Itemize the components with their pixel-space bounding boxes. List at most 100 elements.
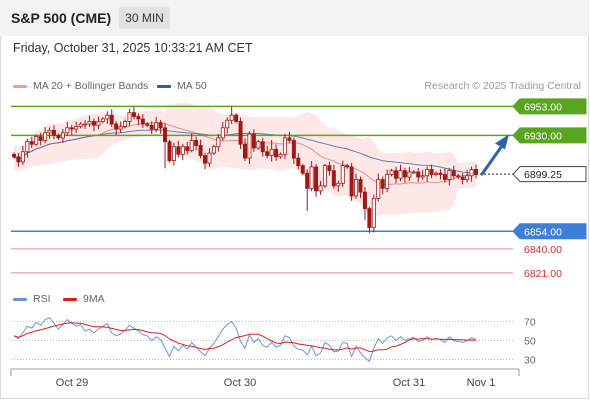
candle-body <box>411 171 416 174</box>
candle-body <box>442 174 447 180</box>
timeframe-badge[interactable]: 30 MIN <box>119 7 170 29</box>
candle-body <box>394 170 399 179</box>
candle-body <box>242 143 247 159</box>
candle-body <box>371 198 376 228</box>
candle-body <box>225 119 230 129</box>
candle-body <box>131 112 136 117</box>
candle-body <box>38 136 43 141</box>
candle-body <box>185 146 190 151</box>
candle-body <box>318 185 323 192</box>
resistance-2-label: 6953.00 <box>524 101 562 113</box>
candle-body <box>376 179 381 199</box>
candle-body <box>389 170 394 175</box>
candle-body <box>402 170 407 178</box>
candle-body <box>123 121 128 127</box>
candle-body <box>140 118 145 125</box>
candle-body <box>16 156 21 163</box>
candle-body <box>34 136 39 145</box>
candle-body <box>416 171 421 178</box>
candle-body <box>60 132 65 139</box>
candle-body <box>163 127 168 143</box>
level-lines-layer: 6953.00 6930.00 6899.25 6854.00 6840.00 6821.… <box>11 98 587 280</box>
candle-body <box>345 165 350 168</box>
candle-body <box>145 123 150 126</box>
candle-body <box>83 123 88 126</box>
candle-body <box>220 127 225 139</box>
candle-body <box>291 140 296 159</box>
rsi-line <box>13 317 477 363</box>
x-tick-label: Nov 1 <box>467 377 496 389</box>
candle-body <box>25 141 30 153</box>
support-2-label: 6840.00 <box>524 244 562 256</box>
candle-body <box>234 114 239 122</box>
candle-body <box>278 153 283 158</box>
candle-body <box>425 169 430 177</box>
candle-body <box>171 146 176 162</box>
candle-body <box>96 121 101 126</box>
candle-body <box>385 174 390 189</box>
candle-body <box>158 122 163 129</box>
support-1-tag <box>512 223 587 240</box>
projection-arrow-head-icon <box>495 134 509 150</box>
candle-body <box>238 121 243 145</box>
current-price-tag <box>512 166 587 183</box>
resistance-1-label: 6930.00 <box>524 130 562 142</box>
candle-body <box>109 114 114 125</box>
candle-body <box>207 152 212 164</box>
page-title: S&P 500 (CME) <box>11 10 112 26</box>
datetime-label: Friday, October 31, 2025 10:33:21 AM CET <box>13 41 253 55</box>
candle-body <box>274 148 279 158</box>
candle-body <box>47 129 52 134</box>
x-tick-label: Oct 30 <box>224 377 256 389</box>
rsi-swatch-icon <box>13 297 27 301</box>
candle-body <box>349 166 354 197</box>
candle-body <box>154 122 159 130</box>
rsi-ma-line <box>13 322 477 353</box>
legend-rsi: RSI <box>13 293 51 305</box>
candle-body <box>460 176 465 180</box>
legend-ma20-label: MA 20 + Bollinger Bands <box>33 80 149 92</box>
candle-body <box>167 141 172 162</box>
candle-body <box>203 155 208 164</box>
candle-body <box>407 171 412 178</box>
candle-body <box>251 133 256 149</box>
candle-body <box>180 146 185 155</box>
candle-body <box>282 137 287 155</box>
candle-body <box>327 165 332 172</box>
resistance-2-tag <box>512 98 587 115</box>
rsi-panel: 70 50 30 <box>11 317 536 367</box>
candle-body <box>367 208 372 228</box>
candle-body <box>340 165 345 184</box>
candle-body <box>189 140 194 151</box>
legend-ma50-label: MA 50 <box>177 80 207 92</box>
research-credit: Research © 2025 Trading Central <box>424 80 581 92</box>
candle-body <box>136 116 141 120</box>
x-tick-label: Oct 31 <box>393 377 425 389</box>
candle-body <box>447 170 452 180</box>
candle-body <box>380 179 385 189</box>
support-3-label: 6821.00 <box>524 268 562 280</box>
candle-body <box>118 126 123 130</box>
candles-layer <box>11 106 478 234</box>
candle-body <box>314 166 319 192</box>
ma20-swatch-icon <box>13 84 27 88</box>
candle-body <box>309 166 314 189</box>
candle-body <box>51 129 56 136</box>
candle-body <box>74 126 79 130</box>
rsi-tick-label: 30 <box>524 355 536 367</box>
candle-body <box>211 146 216 154</box>
candle-body <box>322 165 327 187</box>
candle-body <box>29 141 34 145</box>
candle-body <box>194 140 199 146</box>
candle-body <box>56 134 61 139</box>
candle-body <box>469 169 474 177</box>
candle-body <box>69 127 74 130</box>
candle-body <box>331 170 336 187</box>
candle-body <box>11 153 16 158</box>
rsi-tick-label: 70 <box>524 317 536 329</box>
x-tick-label: Oct 29 <box>56 377 88 389</box>
candle-body <box>398 170 403 179</box>
candle-body <box>20 151 25 163</box>
legend-rsi-label: RSI <box>33 293 51 305</box>
